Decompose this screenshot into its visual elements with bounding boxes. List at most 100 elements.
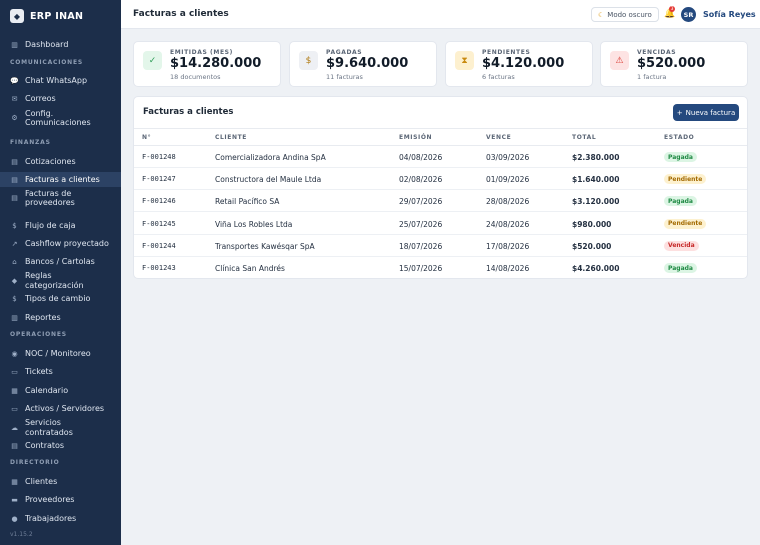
table-row[interactable]: F-001243 Clínica San Andrés 15/07/2026 14/0… [134, 257, 747, 278]
sidebar-item-facturas-clientes[interactable]: ▤ Facturas a clientes [0, 172, 121, 187]
sidebar-item-reportes[interactable]: ▥ Reportes [0, 310, 121, 325]
dark-mode-button[interactable]: ☾ Modo oscuro [591, 7, 659, 22]
invoice-issued-date: 29/07/2026 [399, 197, 443, 207]
cloud-icon: ☁ [11, 423, 18, 432]
sidebar-item-label: Correos [25, 93, 56, 103]
table-header: N° CLIENTE EMISIÓN VENCE TOTAL ESTADO [134, 128, 747, 146]
sidebar-item-label: NOC / Monitoreo [25, 348, 91, 358]
invoice-due-date: 28/08/2026 [486, 197, 530, 207]
invoice-number[interactable]: F-001246 [142, 197, 176, 206]
column-header-number[interactable]: N° [142, 134, 152, 141]
sidebar-item-contratos[interactable]: ▤ Contratos [0, 438, 121, 453]
hourglass-icon: ⧗ [455, 51, 474, 70]
sidebar-item-label: Chat WhatsApp [25, 75, 88, 85]
sidebar-item-config-comunicaciones[interactable]: ⚙ Config. Comunicaciones [0, 107, 121, 129]
report-chart-icon: ▥ [11, 313, 18, 322]
satellite-icon: ◉ [11, 349, 18, 358]
diamond-icon: ◆ [10, 9, 24, 23]
mail-icon: ✉ [11, 94, 18, 103]
sidebar-item-calendario[interactable]: ▦ Calendario [0, 383, 121, 398]
invoice-total: $2.380.000 [572, 153, 620, 162]
check-icon: ✓ [143, 51, 162, 70]
sidebar-section-heading: FINANZAS [10, 139, 51, 146]
exchange-icon: $ [12, 294, 17, 303]
invoice-client: Constructora del Maule Ltda [215, 175, 322, 185]
trend-chart-icon: ↗ [11, 239, 18, 248]
sidebar-item-reglas-categorizacion[interactable]: ◆ Reglas categorización [0, 271, 121, 290]
sidebar-item-label: Activos / Servidores [25, 403, 105, 413]
table-row[interactable]: F-001245 Viña Los Robles Ltda 25/07/2026 24… [134, 213, 747, 235]
user-name[interactable]: Sofía Reyes [703, 10, 756, 19]
sidebar-item-label: Reportes [25, 312, 61, 322]
sidebar-item-tipos-cambio[interactable]: $ Tipos de cambio [0, 291, 121, 306]
table-row[interactable]: F-001246 Retail Pacífico SA 29/07/2026 28/0… [134, 190, 747, 213]
stat-card-pagadas: $ PAGADAS $9.640.000 11 facturas [289, 41, 437, 87]
table-row[interactable]: F-001247 Constructora del Maule Ltda 02/08… [134, 168, 747, 191]
stat-card-pendientes: ⧗ PENDIENTES $4.120.000 6 facturas [445, 41, 593, 87]
invoice-client: Viña Los Robles Ltda [215, 219, 293, 229]
invoice-number[interactable]: F-001244 [142, 241, 176, 250]
calendar-icon: ▦ [11, 386, 18, 395]
invoices-title: Facturas a clientes [143, 107, 234, 117]
invoice-number[interactable]: F-001243 [142, 264, 176, 272]
column-header-issued[interactable]: EMISIÓN [399, 134, 433, 141]
invoice-issued-date: 25/07/2026 [399, 219, 443, 229]
stat-label: EMITIDAS (MES) [170, 49, 233, 56]
sidebar-item-noc-monitoreo[interactable]: ◉ NOC / Monitoreo [0, 346, 121, 361]
column-header-due[interactable]: VENCE [486, 134, 512, 141]
sidebar-item-label: Clientes [25, 476, 58, 486]
status-badge: Pagada [664, 263, 697, 273]
sidebar-item-trabajadores[interactable]: ● Trabajadores [0, 511, 121, 526]
sidebar-item-facturas-proveedores[interactable]: ▤ Facturas de proveedores [0, 187, 121, 209]
stat-value: $14.280.000 [170, 56, 262, 71]
sidebar-item-label: Flujo de caja [25, 220, 76, 230]
invoice-number[interactable]: F-001247 [142, 175, 176, 184]
contract-icon: ▤ [11, 441, 18, 450]
sidebar-item-servicios-contratados[interactable]: ☁ Servicios contratados [0, 418, 121, 437]
invoices-panel: Facturas a clientes + Nueva factura N° C… [133, 96, 748, 279]
invoice-due-date: 24/08/2026 [486, 219, 530, 229]
plus-icon: + [676, 108, 683, 117]
cash-icon: $ [12, 221, 17, 230]
sidebar-item-cashflow-proyectado[interactable]: ↗ Cashflow proyectado [0, 236, 121, 251]
sidebar-item-tickets[interactable]: ▭ Tickets [0, 364, 121, 379]
status-badge: Vencida [664, 240, 699, 251]
sidebar-item-dashboard[interactable]: ▥ Dashboard [0, 37, 121, 52]
sidebar-item-bancos-cartolas[interactable]: ⌂ Bancos / Cartolas [0, 254, 121, 269]
sidebar-item-activos-servidores[interactable]: ▭ Activos / Servidores [0, 401, 121, 416]
invoice-due-date: 17/08/2026 [486, 241, 530, 251]
invoice-due-date: 01/09/2026 [486, 175, 530, 185]
sidebar-item-label: Reglas categorización [25, 271, 84, 290]
sidebar-item-chat-whatsapp[interactable]: 💬 Chat WhatsApp [0, 73, 121, 88]
ticket-icon: ▭ [11, 367, 18, 376]
sidebar-item-flujo-caja[interactable]: $ Flujo de caja [0, 218, 121, 233]
sidebar-item-cotizaciones[interactable]: ▤ Cotizaciones [0, 154, 121, 169]
sidebar-item-proveedores[interactable]: ▬ Proveedores [0, 492, 121, 507]
table-row[interactable]: F-001248 Comercializadora Andina SpA 04/08… [134, 146, 747, 168]
invoice-number[interactable]: F-001245 [142, 219, 176, 228]
invoice-issued-date: 15/07/2026 [399, 264, 443, 273]
stat-label: PAGADAS [326, 49, 363, 56]
invoice-number[interactable]: F-001248 [142, 153, 176, 161]
sidebar-item-clientes[interactable]: ▦ Clientes [0, 474, 121, 489]
column-header-client[interactable]: CLIENTE [215, 134, 247, 141]
stat-sublabel: 11 facturas [326, 73, 363, 81]
status-badge: Pendiente [664, 218, 707, 229]
brand[interactable]: ◆ ERP INAN [0, 0, 121, 32]
column-header-status[interactable]: ESTADO [664, 134, 695, 141]
new-invoice-button[interactable]: + Nueva factura [673, 104, 739, 121]
sidebar-item-label: Tickets [25, 366, 53, 376]
invoice-issued-date: 18/07/2026 [399, 241, 443, 251]
bell-icon[interactable]: 🔔 [664, 9, 676, 19]
column-header-total[interactable]: TOTAL [572, 134, 597, 141]
gear-icon: ⚙ [11, 114, 18, 122]
invoice-issued-date: 02/08/2026 [399, 175, 443, 185]
new-invoice-label: Nueva factura [685, 108, 736, 117]
avatar[interactable]: SR [681, 7, 696, 22]
invoice-total: $980.000 [572, 219, 612, 229]
invoice-icon: ▤ [11, 175, 18, 184]
table-row[interactable]: F-001244 Transportes Kawésqar SpA 18/07/20… [134, 235, 747, 257]
sidebar-item-correos[interactable]: ✉ Correos [0, 91, 121, 106]
moon-icon: ☾ [598, 10, 605, 19]
brand-name: ERP INAN [30, 10, 84, 22]
